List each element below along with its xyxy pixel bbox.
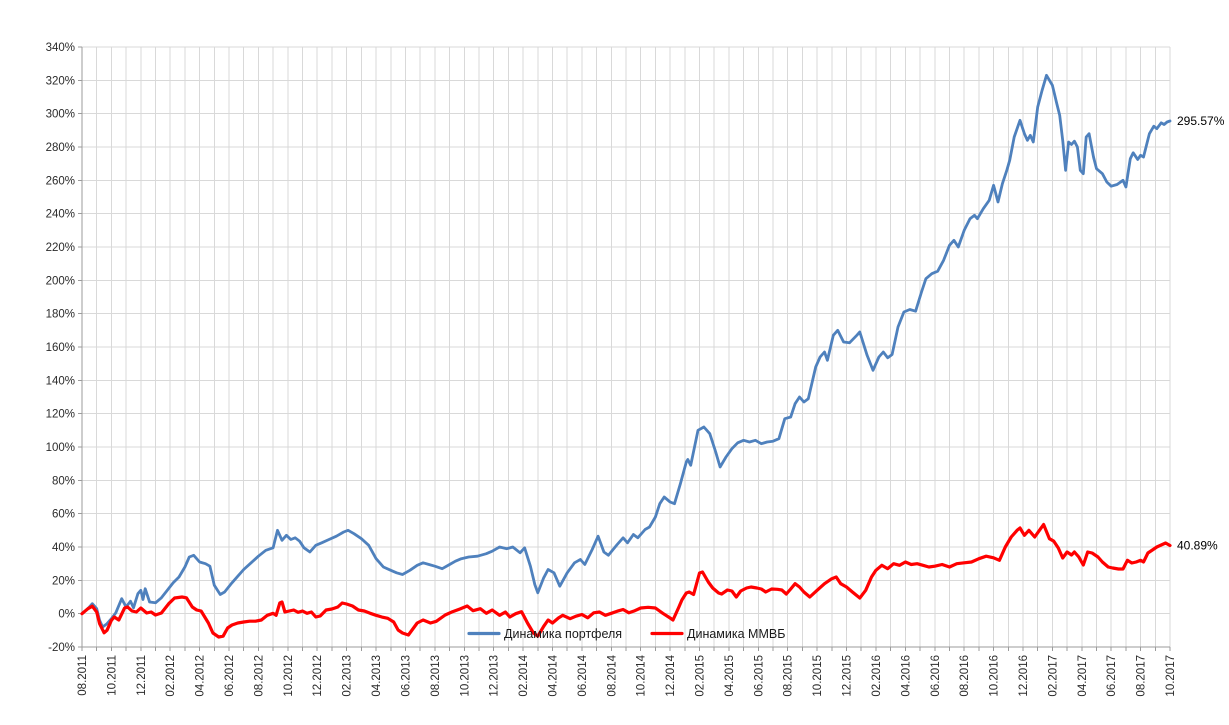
x-axis-tick-label: 12.2012: [312, 655, 324, 697]
y-axis-tick-label: 120%: [46, 409, 75, 421]
x-axis-tick-label: 04.2014: [547, 654, 559, 696]
x-axis-tick-label: 04.2015: [724, 655, 736, 697]
x-axis-tick-label: 10.2016: [989, 655, 1001, 697]
x-axis-tick-label: 10.2015: [812, 655, 824, 697]
y-axis-tick-label: 100%: [46, 442, 75, 454]
legend-label: Динамика портфеля: [504, 627, 622, 641]
x-axis-tick-label: 08.2016: [959, 655, 971, 697]
x-axis-tick-label: 06.2014: [577, 654, 589, 696]
x-axis-tick-label: 08.2011: [77, 655, 89, 696]
x-axis-tick-label: 04.2016: [900, 655, 912, 697]
series-end-value-label: 295.57%: [1177, 114, 1225, 128]
y-axis-tick-label: 300%: [46, 109, 75, 121]
x-axis-tick-label: 06.2015: [753, 655, 765, 697]
y-axis-tick-label: 340%: [46, 42, 75, 54]
x-axis-tick-label: 08.2015: [783, 655, 795, 697]
x-axis-tick-label: 02.2016: [871, 655, 883, 697]
x-axis-tick-label: 04.2017: [1077, 655, 1089, 697]
x-axis-tick-label: 04.2013: [371, 655, 383, 697]
x-axis-tick-label: 04.2012: [195, 655, 207, 697]
x-axis-tick-label: 12.2015: [842, 655, 854, 697]
y-axis-tick-label: 220%: [46, 242, 75, 254]
y-axis-tick-label: 0%: [58, 609, 75, 621]
x-axis-tick-label: 08.2017: [1136, 655, 1148, 697]
x-axis-tick-label: 06.2013: [400, 655, 412, 697]
x-axis-tick-label: 08.2013: [430, 655, 442, 697]
series-end-value-label: 40.89%: [1177, 539, 1218, 553]
y-axis-tick-label: -20%: [48, 642, 75, 654]
x-axis-tick-label: 10.2011: [106, 655, 118, 696]
x-axis-tick-label: 12.2013: [489, 655, 501, 697]
series-line-0: [80, 73, 1172, 629]
x-axis-tick-label: 12.2016: [1018, 655, 1030, 697]
y-axis-tick-label: 240%: [46, 209, 75, 221]
x-axis-tick-label: 08.2012: [253, 655, 265, 697]
x-axis-tick-label: 02.2014: [518, 654, 530, 696]
x-axis-tick-label: 12.2011: [136, 655, 148, 696]
x-axis-tick-label: 08.2014: [606, 654, 618, 696]
x-axis-tick-label: 12.2014: [665, 654, 677, 696]
series-line-1: [80, 522, 1172, 639]
y-axis-tick-label: 140%: [46, 375, 75, 387]
y-axis-tick-label: 320%: [46, 75, 75, 87]
x-axis-tick-label: 06.2017: [1106, 655, 1118, 697]
y-axis-tick-label: 280%: [46, 142, 75, 154]
y-axis-tick-label: 40%: [52, 542, 75, 554]
y-axis-tick-label: 160%: [46, 342, 75, 354]
legend-label: Динамика ММВБ: [687, 627, 785, 641]
y-axis-tick-label: 180%: [46, 309, 75, 321]
x-axis-tick-label: 02.2013: [342, 655, 354, 697]
x-axis-tick-label: 06.2016: [930, 655, 942, 697]
y-axis-tick-label: 200%: [46, 275, 75, 287]
x-axis-tick-label: 02.2012: [165, 655, 177, 697]
y-axis-tick-label: 80%: [52, 475, 75, 487]
y-axis-tick-label: 60%: [52, 509, 75, 521]
x-axis-tick-label: 10.2014: [636, 654, 648, 696]
x-axis-tick-label: 02.2017: [1047, 655, 1059, 697]
y-axis-tick-label: 20%: [52, 575, 75, 587]
x-axis-tick-label: 06.2012: [224, 655, 236, 697]
y-axis-tick-label: 260%: [46, 175, 75, 187]
x-axis-tick-label: 10.2012: [283, 655, 295, 697]
x-axis-tick-label: 10.2013: [459, 655, 471, 697]
x-axis-tick-label: 10.2017: [1165, 655, 1177, 697]
x-axis-tick-label: 02.2015: [695, 655, 707, 697]
